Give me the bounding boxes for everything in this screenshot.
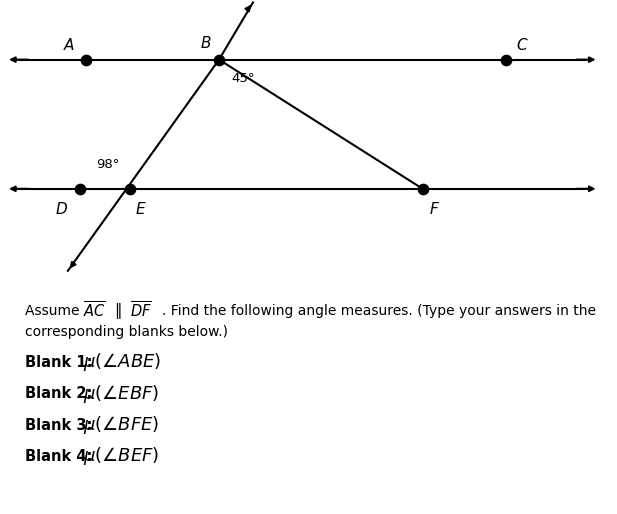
- Text: C: C: [516, 38, 527, 53]
- Text: $\overline{DF}$: $\overline{DF}$: [130, 301, 151, 321]
- Text: Blank 1:: Blank 1:: [25, 355, 97, 370]
- Text: Blank 2:: Blank 2:: [25, 386, 97, 401]
- Point: [418, 185, 428, 193]
- Text: Blank 4:: Blank 4:: [25, 449, 97, 464]
- Text: . Find the following angle measures. (Type your answers in the: . Find the following angle measures. (Ty…: [162, 304, 595, 318]
- Point: [125, 185, 135, 193]
- Text: $\overline{AC}$: $\overline{AC}$: [83, 301, 106, 321]
- Text: D: D: [56, 202, 68, 217]
- Text: 98°: 98°: [96, 158, 119, 171]
- Text: $\mu(\angle EBF)$: $\mu(\angle EBF)$: [83, 383, 160, 405]
- Text: Assume: Assume: [25, 304, 83, 318]
- Point: [81, 56, 91, 64]
- Text: corresponding blanks below.): corresponding blanks below.): [25, 324, 228, 339]
- Text: $\|$: $\|$: [114, 301, 122, 321]
- Point: [75, 185, 85, 193]
- Text: $\mu(\angle ABE)$: $\mu(\angle ABE)$: [83, 352, 162, 373]
- Text: A: A: [64, 38, 74, 53]
- Text: E: E: [136, 202, 146, 217]
- Text: $\mu(\angle BFE)$: $\mu(\angle BFE)$: [83, 414, 160, 436]
- Text: 45°: 45°: [231, 72, 255, 85]
- Text: Blank 3:: Blank 3:: [25, 417, 97, 433]
- Point: [501, 56, 511, 64]
- Text: F: F: [429, 202, 438, 217]
- Text: $\mu(\angle BEF)$: $\mu(\angle BEF)$: [83, 446, 160, 467]
- Point: [214, 56, 224, 64]
- Text: B: B: [200, 36, 211, 51]
